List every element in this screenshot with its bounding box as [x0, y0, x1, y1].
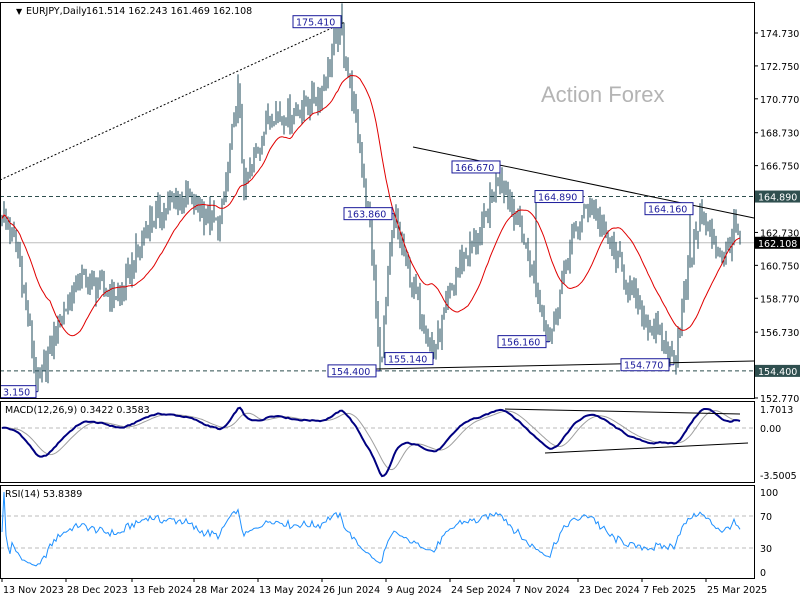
date-tick-label: 7 Feb 2025	[643, 585, 696, 596]
date-tick-label: 28 Mar 2024	[195, 585, 255, 596]
rsi-tick-label: 70	[760, 512, 772, 523]
label-text: 154.770	[624, 361, 663, 372]
label-text: 154.400	[331, 367, 370, 378]
symbol-label: EURJPY,Daily	[26, 6, 87, 17]
macd-pane-border	[0, 401, 755, 483]
price-label: 163.860	[343, 207, 394, 221]
dropdown-arrow-icon[interactable]: ▼	[16, 7, 23, 16]
rsi-tick-label: 100	[760, 488, 778, 499]
macd-tick-label: -3.5005	[760, 471, 797, 482]
label-box	[384, 352, 434, 366]
macd-upper-trendline	[504, 408, 741, 415]
price-tick-label: 158.770	[760, 294, 799, 305]
label-text: 155.140	[388, 355, 427, 366]
macd-lower-trendline	[544, 442, 749, 454]
date-tick-label: 9 Aug 2024	[387, 585, 442, 596]
macd-line	[1, 406, 741, 478]
price-tick-label: 152.770	[760, 394, 799, 405]
price-label: 155.140	[384, 352, 434, 366]
label-box	[327, 364, 377, 378]
price-bars	[1, 3, 741, 392]
date-tick-label: 13 May 2024	[259, 585, 321, 596]
date-tick-label: 13 Feb 2024	[133, 585, 192, 596]
label-text: 164.160	[648, 205, 687, 216]
lower-trendline[interactable]	[329, 360, 755, 371]
rsi-pane: 100 70 30 0	[0, 488, 778, 579]
date-tick-label: 7 Nov 2024	[515, 585, 570, 596]
date-tick-label: 13 Nov 2023	[3, 585, 64, 596]
label-text: 3.150	[3, 388, 30, 399]
price-tick-label: 172.750	[760, 62, 799, 73]
current-price-text: 162.108	[758, 239, 797, 250]
label-text: 156.160	[501, 338, 540, 349]
level-tag	[755, 364, 800, 377]
ohlc-values: 161.514 162.243 161.469 162.108	[86, 6, 252, 17]
date-tick-label: 26 Jun 2024	[323, 585, 380, 596]
date-tick-label: 24 Sep 2024	[451, 585, 511, 596]
upper-trendline[interactable]	[412, 146, 755, 219]
price-label: 154.770	[620, 358, 674, 372]
dotted-trendline[interactable]	[0, 21, 346, 181]
label-box	[451, 160, 501, 174]
macd-label: MACD(12,26,9) 0.3422 0.3583	[5, 405, 150, 416]
date-tick-label: 25 Mar 2025	[707, 585, 767, 596]
level-tag	[755, 190, 800, 203]
macd-signal-line	[1, 410, 741, 471]
rsi-line	[1, 491, 741, 567]
label-box	[497, 335, 547, 349]
trend-lines	[0, 21, 755, 371]
level-tag-text: 164.890	[758, 193, 797, 204]
label-box	[292, 15, 342, 29]
label-box	[620, 358, 670, 372]
label-text: 163.860	[347, 210, 386, 221]
price-tick-label: 170.770	[760, 95, 799, 106]
label-text: 166.670	[455, 163, 494, 174]
main-pane-border	[0, 2, 755, 399]
price-label: 175.410	[292, 15, 342, 29]
price-label: 164.160	[644, 202, 694, 216]
watermark: Action Forex	[541, 82, 665, 107]
rsi-label: RSI(14) 53.8389	[5, 489, 82, 500]
price-label: 166.670	[451, 160, 501, 174]
price-label: 164.890	[534, 190, 584, 204]
date-tick-label: 23 Dec 2024	[579, 585, 640, 596]
macd-tick-label: 1.7013	[760, 405, 793, 416]
label-box	[644, 202, 694, 216]
current-price-tag	[755, 236, 800, 249]
grid-lines	[0, 196, 754, 372]
price-label: 3.150	[0, 385, 38, 399]
label-box	[343, 207, 393, 221]
label-box	[0, 385, 37, 399]
date-tick-label: 28 Dec 2023	[67, 585, 128, 596]
price-label: 154.400	[327, 364, 380, 378]
label-text: 175.410	[296, 18, 335, 29]
rsi-tick-label: 30	[760, 544, 772, 555]
price-label: 156.160	[497, 335, 550, 349]
macd-pane: 1.7013 0.00 -3.5005	[0, 405, 797, 482]
label-text: 164.890	[538, 193, 577, 204]
price-tick-label: 168.730	[760, 129, 799, 140]
price-tick-label: 156.730	[760, 328, 799, 339]
price-tick-label: 160.750	[760, 261, 799, 272]
price-tick-label: 166.750	[760, 162, 799, 173]
rsi-tick-label: 0	[760, 568, 766, 579]
label-box	[534, 190, 584, 204]
price-tick-label: 174.730	[760, 29, 799, 40]
price-annotations: 175.410 166.670 164.890 164.160 163.860 156.1…	[0, 15, 694, 399]
moving-average-line	[1, 74, 741, 337]
rsi-pane-border	[0, 485, 755, 579]
level-tag-text: 154.400	[758, 367, 797, 378]
price-tick-label: 162.730	[760, 228, 799, 239]
macd-tick-label: 0.00	[760, 424, 781, 435]
